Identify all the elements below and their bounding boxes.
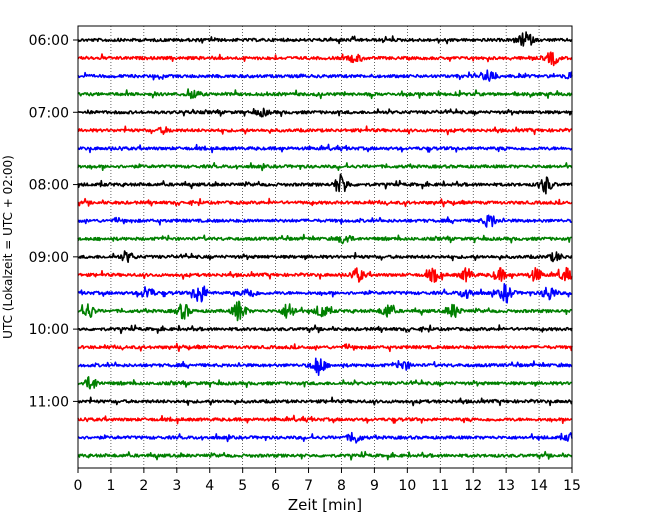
trace-1000 (77, 324, 573, 335)
trace-1045 (77, 376, 573, 390)
x-tick-label: 12 (464, 478, 482, 494)
trace-0945 (77, 300, 573, 322)
x-tick-label: 13 (497, 478, 515, 494)
trace-0900 (77, 250, 573, 263)
y-tick-label: 09:00 (29, 250, 69, 266)
y-tick-label: 08:00 (29, 178, 69, 194)
trace-0600 (77, 31, 573, 47)
plot-frame (77, 25, 573, 469)
y-axis-label: UTC (Lokalzeit = UTC + 02:00) (1, 155, 15, 339)
trace-0830 (77, 214, 573, 228)
x-tick-label: 10 (398, 478, 416, 494)
trace-0745 (77, 162, 573, 172)
trace-0815 (77, 197, 573, 208)
x-tick-label: 11 (431, 478, 449, 494)
x-tick-label: 2 (139, 478, 148, 494)
trace-1100 (77, 396, 573, 407)
trace-0730 (77, 143, 573, 154)
trace-0645 (77, 88, 573, 100)
x-tick-label: 6 (271, 478, 280, 494)
trace-1015 (77, 342, 573, 353)
x-tick-label: 1 (106, 478, 115, 494)
x-tick-label: 4 (205, 478, 214, 494)
x-tick-label: 15 (563, 478, 581, 494)
x-axis: 0 1 2 3 4 5 6 7 8 9 10 11 12 13 14 15 (74, 468, 581, 494)
traces (77, 31, 573, 461)
trace-1130 (77, 431, 573, 444)
x-tick-label: 14 (530, 478, 548, 494)
trace-1030 (77, 357, 573, 376)
trace-0915 (77, 266, 573, 283)
y-axis: 06:00 07:00 08:00 09:00 10:00 11:00 (29, 33, 78, 410)
trace-0800 (77, 173, 573, 195)
x-tick-label: 0 (74, 478, 83, 494)
x-axis-label: Zeit [min] (288, 496, 362, 514)
trace-1145 (77, 450, 573, 461)
y-tick-label: 10:00 (29, 322, 69, 338)
trace-0845 (77, 233, 573, 245)
y-tick-label: 06:00 (29, 33, 69, 49)
x-tick-label: 3 (172, 478, 181, 494)
trace-0700 (77, 107, 573, 118)
trace-0630 (77, 69, 573, 82)
x-tick-label: 5 (238, 478, 247, 494)
y-tick-label: 07:00 (29, 105, 69, 121)
y-tick-label: 11:00 (29, 394, 69, 410)
x-tick-label: 9 (370, 478, 379, 494)
trace-0930 (77, 283, 573, 304)
x-tick-label: 8 (337, 478, 346, 494)
trace-0715 (77, 125, 573, 136)
x-tick-label: 7 (304, 478, 313, 494)
trace-0615 (77, 51, 573, 67)
trace-1115 (77, 414, 573, 425)
